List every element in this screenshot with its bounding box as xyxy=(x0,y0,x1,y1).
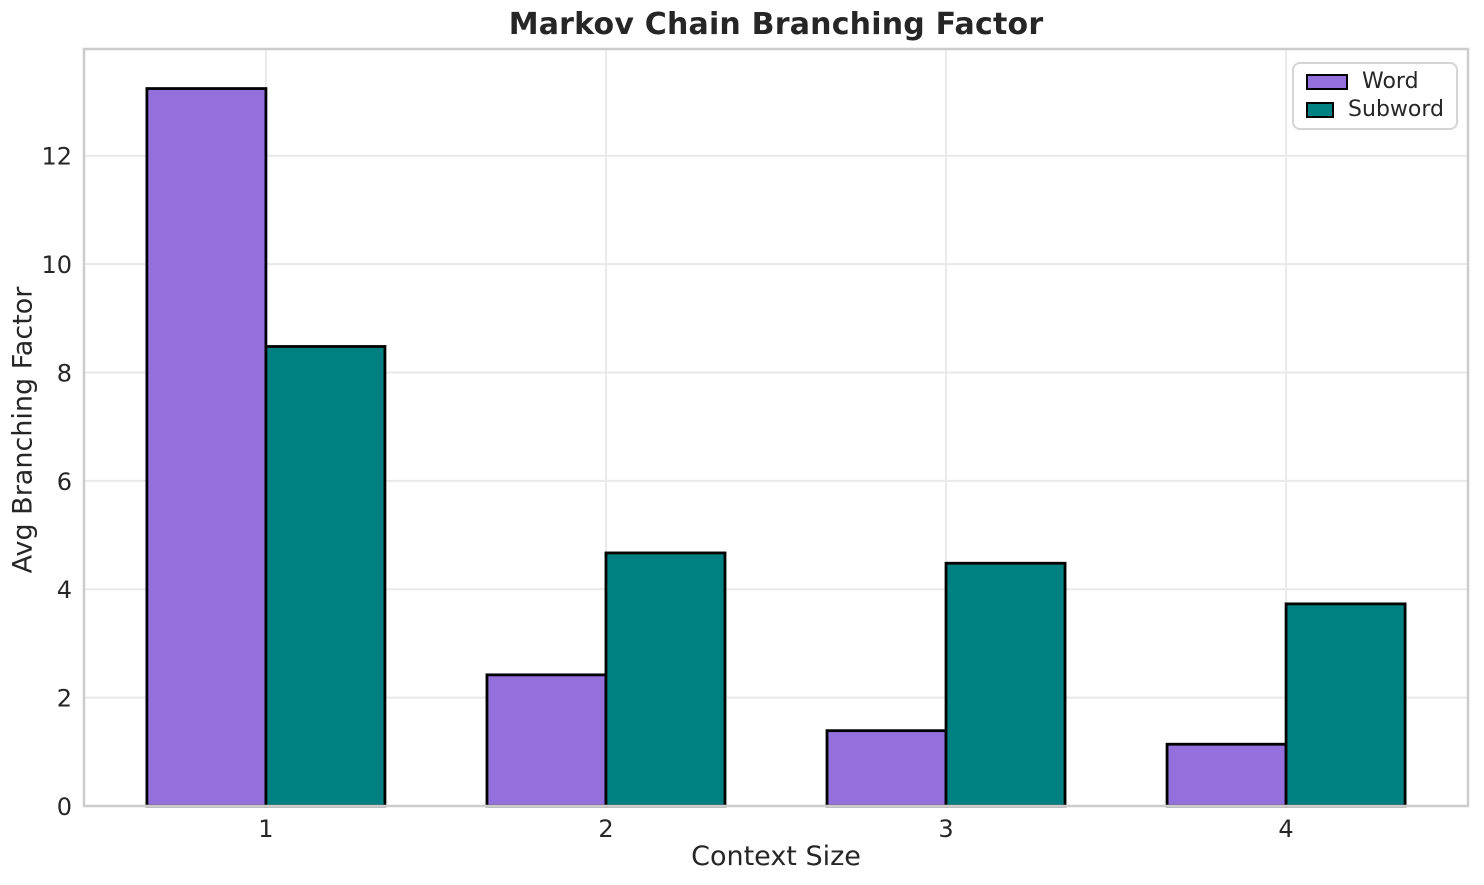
bar-word-context-3 xyxy=(825,729,948,808)
y-tick-label: 4 xyxy=(57,576,72,604)
y-tick-label: 2 xyxy=(57,685,72,713)
bar-subword-context-1 xyxy=(264,345,387,808)
bar-subword-context-2 xyxy=(604,551,727,808)
plot-frame xyxy=(82,47,1470,808)
bar-word-context-2 xyxy=(485,673,608,808)
subword-series-swatch xyxy=(1306,101,1335,118)
y-tick-label: 10 xyxy=(41,251,72,279)
x-tick-label: 4 xyxy=(1278,815,1293,843)
x-tick-label: 2 xyxy=(598,815,613,843)
chart-title: Markov Chain Branching Factor xyxy=(508,7,1044,42)
legend-entry-word: Word xyxy=(1306,70,1444,94)
y-tick-label: 12 xyxy=(41,143,72,171)
bar-subword-context-3 xyxy=(944,561,1067,808)
bar-subword-context-4 xyxy=(1284,602,1407,808)
y-axis-label: Avg Branching Factor xyxy=(7,286,39,574)
legend-label-word: Word xyxy=(1362,69,1419,95)
bar-word-context-1 xyxy=(145,87,268,808)
legend-entry-subword: Subword xyxy=(1306,96,1444,122)
y-tick-label: 6 xyxy=(57,468,72,496)
x-tick-label: 3 xyxy=(938,815,953,843)
bar-word-context-4 xyxy=(1165,742,1288,808)
y-tick-label: 8 xyxy=(57,359,72,387)
legend-label-subword: Subword xyxy=(1348,96,1444,122)
x-axis-label: Context Size xyxy=(691,841,861,872)
legend: Word Subword xyxy=(1292,62,1458,130)
x-tick-label: 1 xyxy=(258,815,273,843)
y-tick-label: 0 xyxy=(57,793,72,821)
word-series-swatch xyxy=(1306,74,1348,91)
